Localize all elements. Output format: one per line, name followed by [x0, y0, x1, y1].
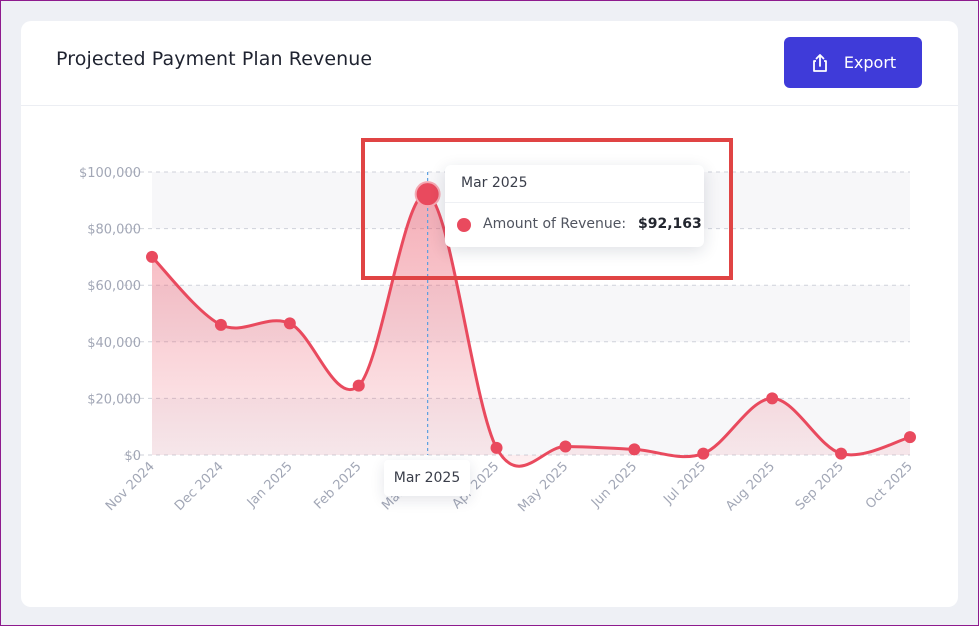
data-point — [414, 181, 441, 208]
data-point — [490, 441, 503, 454]
data-point — [628, 443, 641, 456]
x-tick-label: Jul 2025 — [660, 459, 709, 508]
data-point — [904, 431, 916, 444]
card-title: Projected Payment Plan Revenue — [56, 48, 373, 70]
y-tick-label: $100,000 — [79, 166, 141, 181]
tooltip-series-label: Amount of Revenue: — [483, 216, 627, 232]
x-tick-label: Nov 2024 — [103, 459, 158, 514]
tooltip-header: Mar 2025 — [461, 175, 528, 191]
y-tick-label: $80,000 — [87, 223, 141, 238]
data-point — [766, 392, 779, 405]
data-point — [214, 318, 227, 331]
export-button-label: Export — [843, 53, 897, 72]
data-point — [697, 447, 710, 460]
data-point — [146, 250, 158, 263]
tooltip-series-marker — [457, 218, 471, 232]
x-tick-label: Jan 2025 — [244, 459, 296, 511]
x-tick-label: Aug 2025 — [723, 459, 778, 514]
card-header: Projected Payment Plan Revenue Export — [21, 21, 958, 106]
series-area — [152, 193, 910, 467]
export-icon — [810, 53, 830, 73]
tooltip-value: $92,163 — [638, 216, 702, 232]
y-tick-label: $40,000 — [87, 336, 141, 351]
tooltip-divider — [445, 202, 704, 203]
x-tick-label: Jun 2025 — [588, 459, 640, 511]
y-tick-label: $0 — [124, 449, 141, 464]
x-tick-label: Sep 2025 — [793, 459, 847, 513]
data-point — [283, 317, 296, 330]
x-axis-hover-label: Mar 2025 — [384, 460, 470, 496]
chart-tooltip: Mar 2025 Amount of Revenue: $92,163 — [445, 165, 704, 247]
data-point — [835, 447, 848, 460]
export-button[interactable]: Export — [784, 37, 922, 88]
data-point — [559, 440, 572, 453]
y-tick-label: $60,000 — [87, 279, 141, 294]
y-tick-label: $20,000 — [87, 392, 141, 407]
x-tick-label: Dec 2024 — [172, 459, 227, 514]
x-tick-label: May 2025 — [515, 459, 571, 515]
tooltip-highlight-annotation — [361, 138, 733, 280]
x-tick-label: Feb 2025 — [311, 459, 364, 512]
data-point — [352, 379, 365, 392]
x-tick-label: Oct 2025 — [863, 459, 916, 512]
